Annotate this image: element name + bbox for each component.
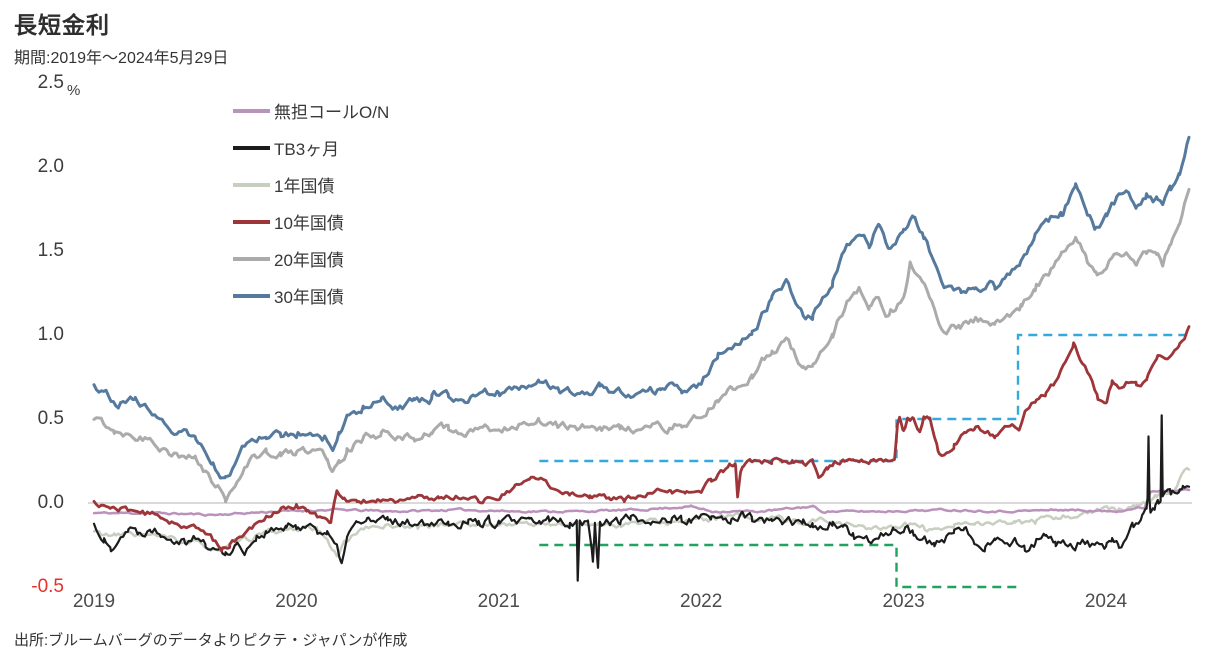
legend-label-tb3m: TB3ヶ月 [274, 140, 340, 159]
legend-label-jgb-20y: 20年国債 [274, 251, 344, 270]
dashed-band-ycc-lower [539, 543, 1018, 589]
legend-item-tb3m: TB3ヶ月 [233, 129, 389, 166]
y-tick-2.5: 2.5 [37, 72, 64, 93]
legend-swatch-tb3m [233, 145, 270, 150]
legend-label-jgb-1y: 1年国債 [274, 177, 335, 196]
y-tick-0.5: 0.5 [37, 408, 64, 429]
y-tick-0.0: 0.0 [37, 492, 64, 513]
series-line-jgb-30y [92, 135, 1191, 480]
legend-swatch-jgb-1y [233, 182, 270, 187]
legend-label-call-on: 無担コールO/N [274, 103, 390, 122]
legend-item-jgb-1y: 1年国債 [233, 166, 389, 203]
x-tick-2019: 2019 [72, 591, 116, 612]
legend-swatch-jgb-20y [233, 256, 270, 261]
dashed-band-ycc-upper [539, 333, 1191, 463]
legend-item-jgb-20y: 20年国債 [233, 240, 389, 277]
legend-label-jgb-10y: 10年国債 [274, 214, 344, 233]
legend: 無担コールO/N TB3ヶ月 1年国債 10年国債 20年国債 30年国債 [233, 92, 389, 314]
series-line-jgb-1y [92, 466, 1191, 558]
legend-swatch-jgb-30y [233, 293, 270, 298]
legend-item-jgb-10y: 10年国債 [233, 203, 389, 240]
x-tick-2023: 2023 [882, 591, 925, 612]
y-tick--0.5: -0.5 [31, 576, 64, 597]
x-tick-2024: 2024 [1084, 591, 1128, 612]
chart-period: 期間:2019年〜2024年5月29日 [14, 50, 229, 67]
x-tick-2021: 2021 [477, 591, 520, 612]
page-title: 長短金利 [14, 12, 110, 38]
source-note: 出所:ブルームバーグのデータよりピクテ・ジャパンが作成 [14, 632, 408, 649]
legend-label-jgb-30y: 30年国債 [274, 288, 344, 307]
series-line-jgb-20y [92, 187, 1191, 504]
y-axis-unit: % [67, 82, 81, 99]
legend-item-jgb-30y: 30年国債 [233, 277, 389, 314]
x-tick-2020: 2020 [275, 591, 318, 612]
legend-item-call-on: 無担コールO/N [233, 92, 389, 129]
legend-swatch-jgb-10y [233, 219, 270, 224]
series-line-jgb-10y [92, 325, 1191, 553]
x-tick-2022: 2022 [680, 591, 723, 612]
series-line-tb3m [92, 414, 1191, 582]
y-tick-1.5: 1.5 [37, 240, 64, 261]
y-tick-2.0: 2.0 [37, 156, 64, 177]
legend-swatch-call-on [233, 108, 270, 113]
y-tick-1.0: 1.0 [37, 324, 64, 345]
